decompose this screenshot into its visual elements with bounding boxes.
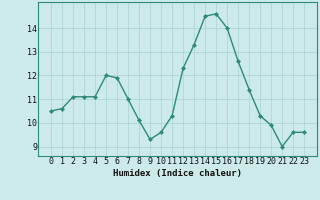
X-axis label: Humidex (Indice chaleur): Humidex (Indice chaleur) (113, 169, 242, 178)
